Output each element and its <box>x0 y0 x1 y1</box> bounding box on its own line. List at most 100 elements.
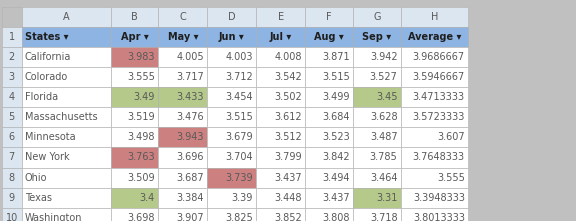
Text: 3.825: 3.825 <box>225 213 253 221</box>
Text: 3.943: 3.943 <box>176 132 204 142</box>
Text: California: California <box>25 52 71 62</box>
Bar <box>305 208 353 221</box>
Text: Sep ▾: Sep ▾ <box>362 32 392 42</box>
Text: 3.739: 3.739 <box>225 173 253 183</box>
Bar <box>111 188 158 208</box>
Text: 3.499: 3.499 <box>322 92 350 102</box>
Text: 3.464: 3.464 <box>370 173 397 183</box>
Bar <box>2 47 22 67</box>
Text: 3.555: 3.555 <box>127 72 155 82</box>
Text: Washington: Washington <box>25 213 82 221</box>
Bar <box>2 67 22 87</box>
Bar <box>207 27 256 47</box>
Text: 3.9686667: 3.9686667 <box>413 52 465 62</box>
Text: 3.628: 3.628 <box>370 112 397 122</box>
Text: 10: 10 <box>6 213 18 221</box>
Text: 6: 6 <box>9 132 15 142</box>
Text: 3.512: 3.512 <box>274 132 302 142</box>
Text: 3.7648333: 3.7648333 <box>413 152 465 162</box>
Text: 3.718: 3.718 <box>370 213 397 221</box>
Text: 3.983: 3.983 <box>127 52 155 62</box>
Text: Average ▾: Average ▾ <box>408 32 461 42</box>
Text: 4: 4 <box>9 92 15 102</box>
Text: 7: 7 <box>9 152 15 162</box>
Text: States ▾: States ▾ <box>25 32 69 42</box>
Text: New York: New York <box>25 152 69 162</box>
Bar <box>305 7 353 27</box>
Bar <box>353 107 401 127</box>
Text: 3.502: 3.502 <box>274 92 302 102</box>
Bar <box>207 127 256 147</box>
Bar <box>22 188 111 208</box>
Bar <box>353 47 401 67</box>
Bar <box>158 168 207 188</box>
Text: 3.527: 3.527 <box>370 72 397 82</box>
Bar <box>305 127 353 147</box>
Text: 3.31: 3.31 <box>376 193 397 203</box>
Bar <box>401 47 468 67</box>
Text: 8: 8 <box>9 173 15 183</box>
Text: 3.437: 3.437 <box>274 173 302 183</box>
Bar <box>353 87 401 107</box>
Bar <box>353 208 401 221</box>
Text: 3.852: 3.852 <box>274 213 302 221</box>
Text: 9: 9 <box>9 193 15 203</box>
Bar <box>256 67 305 87</box>
Bar <box>158 47 207 67</box>
Bar <box>158 147 207 168</box>
Text: 3.437: 3.437 <box>322 193 350 203</box>
Text: 3.704: 3.704 <box>225 152 253 162</box>
Bar <box>111 7 158 27</box>
Text: 3.5723333: 3.5723333 <box>412 112 465 122</box>
Text: 3.515: 3.515 <box>225 112 253 122</box>
Text: 3.799: 3.799 <box>274 152 302 162</box>
Text: 3.808: 3.808 <box>322 213 350 221</box>
Bar <box>111 47 158 67</box>
Text: G: G <box>373 12 381 22</box>
Bar <box>207 67 256 87</box>
Text: 3.679: 3.679 <box>225 132 253 142</box>
Text: 3.607: 3.607 <box>437 132 465 142</box>
Text: 4.005: 4.005 <box>176 52 204 62</box>
Bar <box>401 147 468 168</box>
Text: Florida: Florida <box>25 92 58 102</box>
Text: E: E <box>278 12 284 22</box>
Bar <box>158 7 207 27</box>
Bar <box>256 188 305 208</box>
Bar <box>401 7 468 27</box>
Text: 3.785: 3.785 <box>370 152 397 162</box>
Text: F: F <box>327 12 332 22</box>
Bar <box>158 208 207 221</box>
Text: 3.494: 3.494 <box>322 173 350 183</box>
Text: 3.687: 3.687 <box>176 173 204 183</box>
Bar <box>22 107 111 127</box>
Text: C: C <box>180 12 186 22</box>
Bar <box>158 107 207 127</box>
Bar <box>207 208 256 221</box>
Bar <box>111 27 158 47</box>
Bar <box>207 168 256 188</box>
Bar <box>158 188 207 208</box>
Bar <box>2 188 22 208</box>
Text: Jul ▾: Jul ▾ <box>270 32 292 42</box>
Bar <box>111 208 158 221</box>
Text: 3.942: 3.942 <box>370 52 397 62</box>
Bar <box>305 67 353 87</box>
Bar <box>22 168 111 188</box>
Text: 3.698: 3.698 <box>127 213 155 221</box>
Text: 3.515: 3.515 <box>322 72 350 82</box>
Text: Massachusetts: Massachusetts <box>25 112 97 122</box>
Bar <box>207 87 256 107</box>
Bar <box>2 147 22 168</box>
Text: 3.476: 3.476 <box>176 112 204 122</box>
Bar <box>22 47 111 67</box>
Bar <box>2 208 22 221</box>
Bar <box>353 127 401 147</box>
Text: 3.519: 3.519 <box>127 112 155 122</box>
Text: B: B <box>131 12 138 22</box>
Bar <box>111 127 158 147</box>
Bar <box>207 47 256 67</box>
Text: 3.712: 3.712 <box>225 72 253 82</box>
Bar <box>256 27 305 47</box>
Bar <box>2 127 22 147</box>
